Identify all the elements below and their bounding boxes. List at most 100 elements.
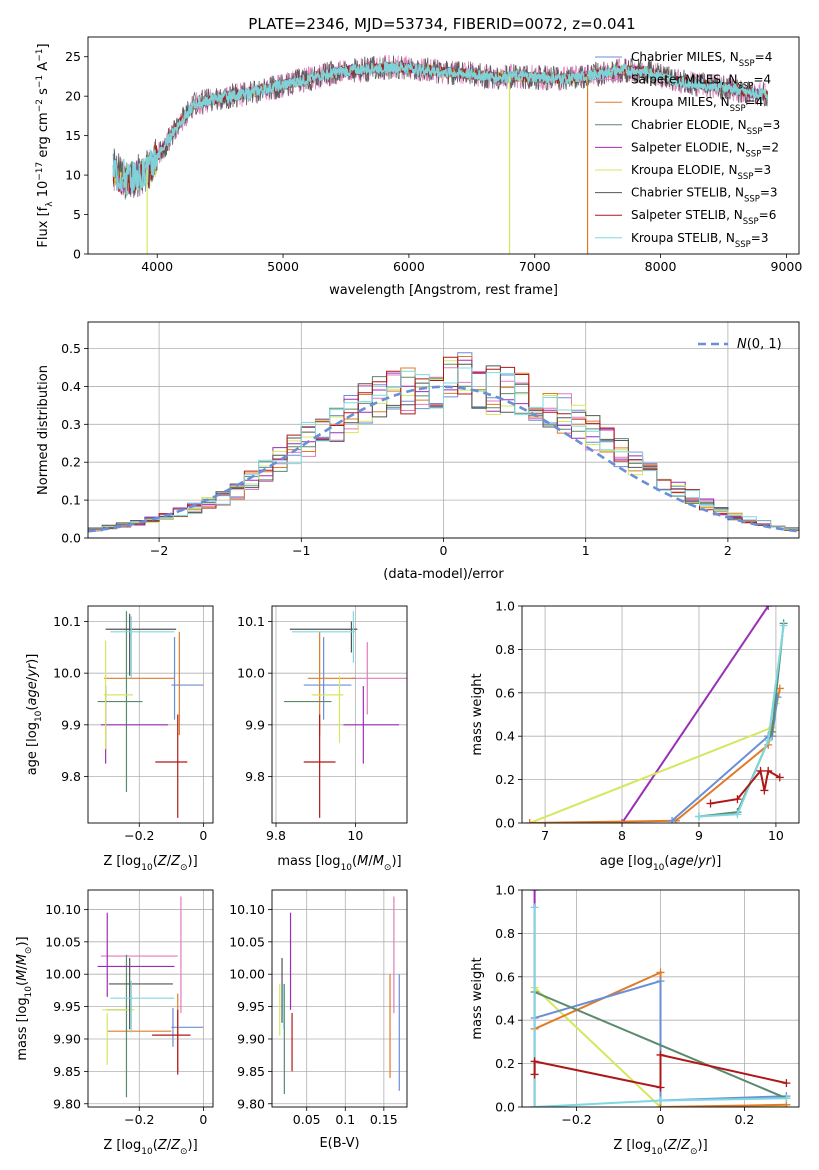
x-tick-label: 10 bbox=[347, 828, 363, 843]
y-tick-label: 1.0 bbox=[495, 599, 515, 614]
y-tick-label: 0.2 bbox=[495, 1056, 515, 1071]
legend-label: Salpeter STELIB, NSSP=6 bbox=[631, 208, 776, 227]
mass-weight-line bbox=[621, 606, 770, 823]
x-tick-label: 0.05 bbox=[293, 1112, 321, 1127]
grid-layer bbox=[522, 605, 799, 824]
mass-weight-marker bbox=[530, 890, 539, 894]
mass-weight-marker bbox=[782, 1079, 791, 1088]
axes-layer: 7 8 9 10 0.0 0.2 0.4 0.6 0.8 1.0 age [log10(age/yr… bbox=[470, 599, 800, 873]
axes-frame bbox=[87, 605, 214, 824]
y-tick-label: 9.85 bbox=[53, 1064, 81, 1079]
mass-weight-marker bbox=[764, 736, 773, 745]
legend-label: Salpeter ELODIE, NSSP=2 bbox=[631, 140, 779, 159]
mass-weight-line bbox=[534, 979, 787, 1102]
y-tick-label: 0.6 bbox=[495, 685, 515, 700]
axes-layer: 0.05 0.1 0.15 9.80 9.85 9.90 9.95 10.00 10.05 10.… bbox=[229, 889, 408, 1151]
chart-mass-vs-z: −0.2 0 9.80 9.85 9.90 9.95 10.00 10.05 10.10 Z [l… bbox=[15, 889, 214, 1157]
y-tick-label: 9.9 bbox=[61, 717, 81, 732]
mass-weight-marker bbox=[764, 606, 773, 610]
mass-weight-marker bbox=[530, 903, 539, 912]
axes-frame bbox=[87, 36, 800, 255]
x-tick-label: 6000 bbox=[393, 259, 425, 274]
x-axis-label: mass [log10(M/M⊙)] bbox=[277, 854, 401, 873]
y-tick-label: 9.8 bbox=[61, 769, 81, 784]
y-tick-label: 0.3 bbox=[61, 417, 81, 432]
legend-label: N(0, 1) bbox=[737, 337, 782, 352]
x-tick-label: 9.8 bbox=[266, 828, 286, 843]
x-tick-label: 8 bbox=[618, 828, 626, 843]
x-tick-label: 10 bbox=[768, 828, 784, 843]
x-tick-label: 5000 bbox=[267, 259, 299, 274]
y-axis-label: Normed distribution bbox=[36, 365, 51, 495]
y-axis-label: mass [log10(M/M⊙)] bbox=[15, 936, 34, 1060]
x-tick-label: 7000 bbox=[519, 259, 551, 274]
mass-weight-line bbox=[698, 625, 785, 818]
mass-weight-marker bbox=[656, 1096, 665, 1105]
x-axis-label: Z [log10(Z/Z⊙)] bbox=[613, 1138, 707, 1157]
x-axis-label: Z [log10(Z/Z⊙)] bbox=[103, 1138, 197, 1157]
x-tick-label: −1 bbox=[292, 543, 310, 558]
gaussian-curve bbox=[88, 385, 799, 533]
x-axis-label: age [log10(age/yr)] bbox=[600, 854, 722, 873]
legend-label: Salpeter MILES, NSSP=4 bbox=[631, 73, 771, 92]
mass-weight-marker bbox=[525, 819, 534, 823]
grid-layer bbox=[272, 890, 407, 1107]
plot-area bbox=[525, 606, 788, 823]
y-tick-label: 9.90 bbox=[237, 1031, 265, 1046]
x-tick-label: 0.15 bbox=[370, 1112, 398, 1127]
x-tick-label: 9000 bbox=[771, 259, 803, 274]
legend-label: Kroupa ELODIE, NSSP=3 bbox=[631, 163, 771, 182]
axes-frame bbox=[271, 889, 408, 1108]
mass-weight-marker bbox=[618, 819, 627, 823]
y-tick-label: 0.8 bbox=[495, 642, 515, 657]
y-tick-label: 10.00 bbox=[45, 967, 81, 982]
mass-weight-marker bbox=[706, 799, 715, 808]
mass-weight-marker bbox=[656, 1050, 665, 1059]
histogram-step bbox=[88, 367, 799, 531]
axes-layer: −0.2 0 9.8 9.9 10.0 10.1 Z [log10(Z/Z⊙)] age [l… bbox=[25, 605, 214, 873]
mass-weight-line bbox=[529, 703, 777, 823]
y-tick-label: 0.8 bbox=[495, 926, 515, 941]
axes-layer: −2 −1 0 1 2 0.0 0.1 0.2 0.3 0.4 0.5 (data-model)/er… bbox=[36, 321, 800, 582]
y-tick-label: 10.10 bbox=[229, 902, 265, 917]
y-tick-label: 10.05 bbox=[229, 934, 265, 949]
chart-mass-weight-vs-age: 7 8 9 10 0.0 0.2 0.4 0.6 0.8 1.0 age [log10(age/yr… bbox=[470, 599, 800, 873]
legend-label: Chabrier STELIB, NSSP=3 bbox=[631, 186, 778, 205]
axes-layer: 4000 5000 6000 7000 8000 9000 0 5 10 15 20 25 wavele… bbox=[35, 36, 803, 298]
y-tick-label: 0.0 bbox=[495, 1100, 515, 1115]
chart-residual-histogram: −2 −1 0 1 2 0.0 0.1 0.2 0.3 0.4 0.5 (data-model)/er… bbox=[36, 321, 800, 582]
mass-weight-marker bbox=[668, 816, 677, 823]
y-tick-label: 9.80 bbox=[237, 1096, 265, 1111]
legend-label: Kroupa STELIB, NSSP=3 bbox=[631, 231, 769, 250]
axes-layer: −0.2 0 9.80 9.85 9.90 9.95 10.00 10.05 10.10 Z [l… bbox=[15, 889, 214, 1157]
chart-spectrum: 4000 5000 6000 7000 8000 9000 0 5 10 15 20 25 wavele… bbox=[35, 36, 803, 298]
x-tick-label: −2 bbox=[150, 543, 168, 558]
x-tick-label: 0.1 bbox=[335, 1112, 355, 1127]
y-tick-label: 15 bbox=[65, 128, 81, 143]
plot-area bbox=[279, 896, 400, 1095]
x-axis-label: Z [log10(Z/Z⊙)] bbox=[103, 854, 197, 873]
plot-area bbox=[88, 352, 799, 533]
x-tick-label: 2 bbox=[724, 543, 732, 558]
mass-weight-marker bbox=[779, 621, 788, 630]
y-tick-label: 9.95 bbox=[53, 999, 81, 1014]
x-tick-label: 4000 bbox=[141, 259, 173, 274]
legend-label: Chabrier ELODIE, NSSP=3 bbox=[631, 118, 780, 137]
y-tick-label: 0.0 bbox=[495, 816, 515, 831]
axes-frame bbox=[87, 889, 214, 1108]
y-axis-label: Flux [fλ 10−17 erg cm−2 s−1 A−1] bbox=[35, 43, 55, 247]
chart-age-vs-mass: 9.8 10 9.8 9.9 10.0 10.1 mass [log10(M/M⊙)] bbox=[237, 605, 408, 873]
y-tick-label: 10.1 bbox=[53, 614, 81, 629]
x-axis-label: (data-model)/error bbox=[383, 567, 504, 582]
plot-area bbox=[97, 896, 204, 1098]
x-axis-label: wavelength [Angstrom, rest frame] bbox=[329, 283, 558, 298]
axes-layer: −0.2 0 0.2 0.0 0.2 0.4 0.6 0.8 1.0 Z [log10(Z/Z⊙)… bbox=[470, 883, 800, 1157]
x-tick-label: −0.2 bbox=[561, 1112, 591, 1127]
mass-weight-marker bbox=[782, 1094, 791, 1103]
y-tick-label: 9.95 bbox=[237, 999, 265, 1014]
chart-mass-vs-ebv: 0.05 0.1 0.15 9.80 9.85 9.90 9.95 10.00 10.05 10.… bbox=[229, 889, 408, 1151]
y-tick-label: 9.80 bbox=[53, 1096, 81, 1111]
x-tick-label: 8000 bbox=[645, 259, 677, 274]
y-tick-label: 0.4 bbox=[495, 729, 515, 744]
plot-area bbox=[283, 611, 407, 818]
